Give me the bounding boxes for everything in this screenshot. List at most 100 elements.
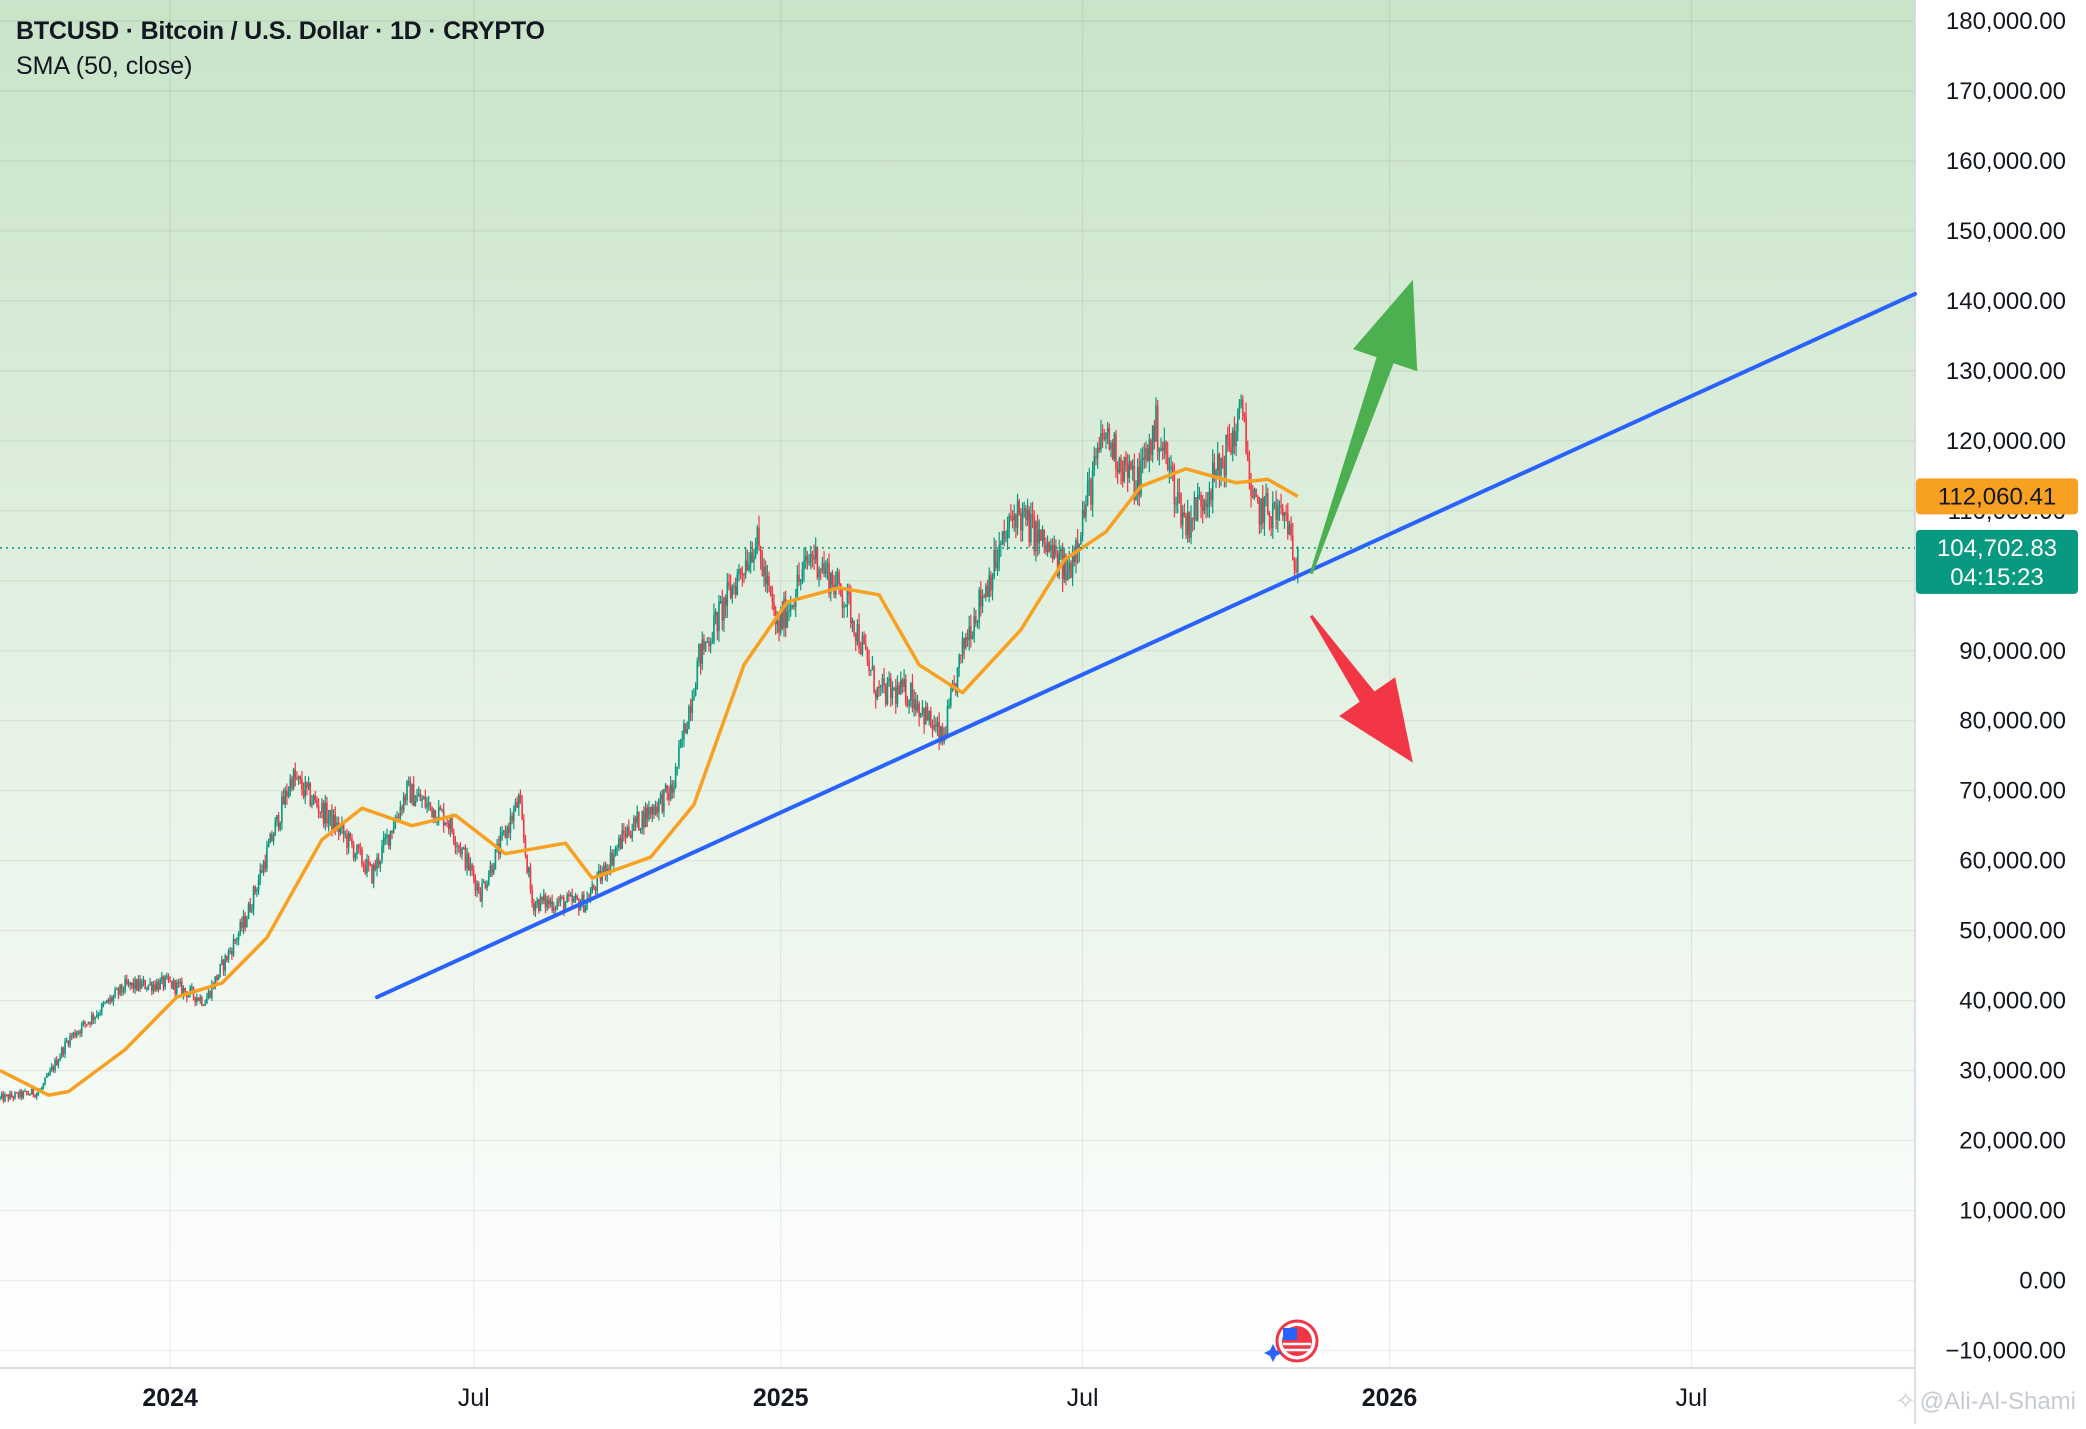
candle-body bbox=[1236, 413, 1239, 432]
candle-body bbox=[1130, 461, 1132, 469]
trendline[interactable] bbox=[374, 291, 1917, 1000]
candle-body bbox=[119, 984, 121, 995]
candle-body bbox=[631, 830, 634, 838]
candle-body bbox=[1003, 531, 1006, 539]
candle-body bbox=[9, 1093, 11, 1100]
candle-body bbox=[579, 904, 582, 911]
candle-body bbox=[1281, 507, 1284, 517]
candle-body bbox=[469, 864, 472, 871]
candle-body bbox=[241, 922, 243, 929]
candle-body bbox=[561, 897, 563, 899]
sparkle-icon bbox=[1264, 1344, 1282, 1362]
candle-body bbox=[713, 615, 715, 642]
price-tick-label: 10,000.00 bbox=[1959, 1198, 2066, 1225]
candle-body bbox=[139, 979, 141, 989]
candle-body bbox=[129, 982, 131, 986]
candlestick-series bbox=[0, 394, 1299, 1104]
candle-body bbox=[703, 639, 705, 651]
candle-body bbox=[482, 882, 485, 884]
candle-body bbox=[130, 982, 133, 986]
candle-body bbox=[763, 566, 765, 577]
candle-body bbox=[963, 637, 965, 649]
candle-body bbox=[818, 569, 820, 578]
candle-body bbox=[828, 563, 830, 594]
candle-body bbox=[125, 979, 128, 985]
economic-event-marker[interactable] bbox=[1264, 1319, 1319, 1363]
candle-body bbox=[307, 783, 310, 788]
candle-body bbox=[384, 837, 387, 839]
candle-body bbox=[322, 802, 325, 824]
candle-body bbox=[823, 562, 825, 574]
candle-body bbox=[1106, 428, 1109, 433]
candle-body bbox=[953, 683, 955, 685]
candle-body bbox=[1133, 465, 1136, 500]
candle-body bbox=[329, 809, 332, 819]
author-watermark: ✧ @Ali-Al-Shami bbox=[1896, 1387, 2077, 1416]
candle-body bbox=[1216, 454, 1219, 471]
candle-body bbox=[1153, 425, 1156, 442]
bearish-arrow bbox=[1309, 614, 1413, 763]
candle-body bbox=[519, 794, 522, 804]
candle-body bbox=[643, 811, 645, 828]
candle-body bbox=[894, 687, 897, 704]
candle-body bbox=[487, 875, 490, 885]
candle-body bbox=[452, 832, 455, 842]
candle-body bbox=[940, 726, 942, 743]
candle-body bbox=[227, 951, 230, 961]
candle-body bbox=[758, 527, 760, 546]
price-tick-label: 180,000.00 bbox=[1946, 8, 2066, 35]
candle-body bbox=[376, 857, 378, 870]
candle-body bbox=[738, 569, 740, 575]
candle-body bbox=[424, 796, 427, 808]
candle-body bbox=[94, 1016, 96, 1020]
candle-body bbox=[995, 549, 997, 569]
candle-body bbox=[1128, 461, 1131, 478]
symbol-title[interactable]: BTCUSD · Bitcoin / U.S. Dollar · 1D · CR… bbox=[16, 17, 545, 45]
candle-body bbox=[219, 964, 221, 975]
candle-body bbox=[1170, 466, 1172, 469]
candle-body bbox=[689, 706, 692, 713]
candle-body bbox=[1251, 496, 1254, 498]
candle-body bbox=[1095, 456, 1097, 459]
candle-body bbox=[598, 870, 600, 874]
candle-body bbox=[1165, 441, 1167, 455]
candle-body bbox=[1168, 468, 1171, 470]
candle-body bbox=[1191, 518, 1194, 520]
price-tick-label: 120,000.00 bbox=[1946, 428, 2066, 455]
price-tick-label: 40,000.00 bbox=[1959, 988, 2066, 1015]
candle-body bbox=[821, 562, 824, 571]
candle-body bbox=[1176, 492, 1179, 504]
price-tick-label: 30,000.00 bbox=[1959, 1058, 2066, 1085]
candle-body bbox=[397, 817, 400, 819]
candle-body bbox=[249, 903, 252, 912]
candle-body bbox=[316, 799, 318, 807]
candle-body bbox=[372, 864, 375, 884]
candle-body bbox=[332, 814, 335, 831]
indicator-label[interactable]: SMA (50, close) bbox=[16, 52, 193, 81]
candle-body bbox=[793, 604, 795, 608]
price-tick-label: 80,000.00 bbox=[1959, 708, 2066, 735]
candle-body bbox=[1225, 434, 1227, 476]
candle-body bbox=[741, 574, 744, 576]
candle-body bbox=[60, 1047, 63, 1057]
candle-body bbox=[204, 1003, 206, 1006]
candle-body bbox=[946, 706, 949, 738]
candle-body bbox=[201, 996, 203, 1005]
candle-body bbox=[182, 987, 185, 995]
candle-body bbox=[723, 597, 725, 621]
candle-body bbox=[514, 801, 517, 811]
candle-body bbox=[349, 832, 352, 839]
candle-body bbox=[140, 982, 143, 989]
candle-body bbox=[796, 574, 799, 598]
candle-body bbox=[948, 705, 950, 707]
candle-body bbox=[781, 611, 784, 629]
candle-body bbox=[1086, 482, 1089, 505]
candle-body bbox=[564, 902, 567, 911]
candle-body bbox=[804, 556, 807, 560]
candle-body bbox=[271, 833, 273, 841]
candle-body bbox=[928, 710, 930, 721]
candle-body bbox=[516, 801, 518, 808]
candle-body bbox=[259, 870, 262, 880]
